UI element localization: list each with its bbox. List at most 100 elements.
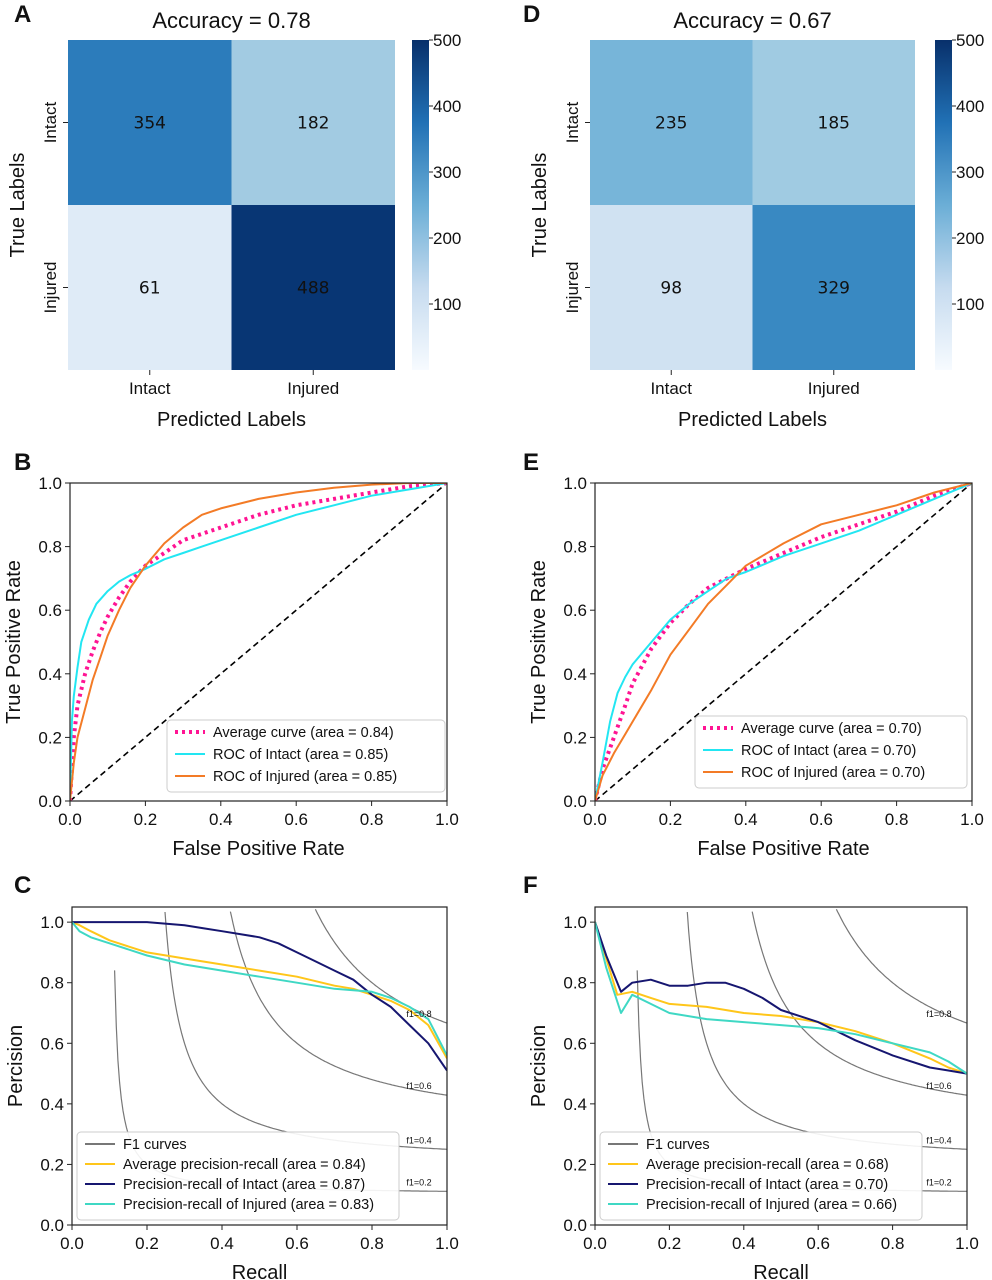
f1-curve (164, 911, 447, 1150)
x-tick-label: 1.0 (435, 1234, 459, 1253)
heatmap-cell (590, 205, 753, 370)
legend-entry: Average curve (area = 0.70) (741, 721, 922, 737)
legend: F1 curves Average precision-recall (area … (76, 1131, 400, 1221)
heatmap-cell (231, 40, 395, 205)
heatmap-cell (68, 205, 232, 370)
y-tick-label: 0.4 (40, 1095, 64, 1114)
line-chart-C: f1=0.2 f1=0.4 f1=0.6 f1=0.8 0.0 0.2 0.4 0.6 0.8 1… (5, 906, 459, 1280)
legend-entry: ROC of Intact (area = 0.85) (213, 747, 388, 763)
y-tick-label: 0.8 (563, 538, 587, 557)
x-axis-label: Recall (232, 1262, 288, 1280)
f1-curve (229, 911, 447, 1096)
panel-letter: C (14, 872, 31, 899)
series-line (595, 921, 967, 1075)
f1-label: f1=0.8 (406, 1009, 431, 1019)
x-tick-label: Injured (287, 379, 339, 398)
y-axis-label: True Positive Rate (3, 560, 25, 724)
legend-entry: Average precision-recall (area = 0.68) (646, 1157, 889, 1173)
plot-frame (594, 482, 973, 802)
legend-entry: Average curve (area = 0.84) (213, 725, 394, 741)
f1-label: f1=0.6 (406, 1081, 431, 1091)
panel-letter: B (14, 449, 31, 476)
f1-curve (835, 909, 967, 1024)
panel-letter: F (523, 872, 538, 899)
y-tick-label: 0.6 (563, 1034, 587, 1053)
panel-letter: D (523, 1, 540, 28)
y-axis-label: True Labels (7, 153, 29, 258)
colorbar-tick-label: 300 (433, 163, 461, 182)
y-tick-label: 0.6 (563, 601, 587, 620)
line-chart-E: 0.0 0.2 0.4 0.6 0.8 1.0 0.0 0.2 0.4 0.6 0.8 1.0 Fals… (528, 474, 984, 860)
x-tick-label: 0.2 (659, 810, 683, 829)
x-tick-label: 0.0 (60, 1234, 84, 1253)
x-tick-label: 0.8 (885, 810, 909, 829)
x-tick-label: 0.2 (658, 1234, 682, 1253)
x-axis-label: False Positive Rate (697, 838, 869, 860)
y-tick-label: 0.8 (563, 974, 587, 993)
chart-title: Accuracy = 0.78 (152, 8, 310, 33)
y-tick-label: 0.8 (38, 538, 62, 557)
plot-area (70, 483, 447, 801)
x-axis-label: Recall (753, 1262, 809, 1280)
legend-box (599, 1131, 923, 1221)
x-tick-label: 0.4 (210, 1234, 234, 1253)
series-line (595, 921, 967, 1075)
y-tick-label: 0.4 (563, 1095, 587, 1114)
cell-value: 329 (818, 279, 850, 299)
y-tick-label: 0.0 (38, 792, 62, 811)
f1-label: f1=0.2 (926, 1177, 951, 1187)
y-tick-label: 0.2 (563, 728, 587, 747)
y-tick-label: 0.8 (40, 974, 64, 993)
plot-frame (71, 906, 448, 1226)
x-tick-label: 0.0 (583, 1234, 607, 1253)
colorbar-tick-label: 100 (956, 295, 984, 314)
y-tick-label: 0.2 (563, 1155, 587, 1174)
x-tick-label: 0.6 (285, 1234, 309, 1253)
x-tick-label: 1.0 (960, 810, 984, 829)
x-axis-label: Predicted Labels (157, 409, 306, 431)
series-line (595, 483, 972, 801)
heatmap-A: 354 182 61 488 Accuracy = 0.78 Intact Injured I… (7, 8, 461, 431)
legend: F1 curves Average precision-recall (area … (599, 1131, 923, 1221)
chance-diagonal (595, 483, 972, 801)
legend: Average curve (area = 0.70) ROC of Intact… (694, 715, 968, 789)
x-tick-label: 0.8 (360, 1234, 384, 1253)
y-tick-label: Intact (563, 101, 582, 143)
panel-letter: A (14, 1, 31, 28)
cell-value: 488 (297, 279, 329, 299)
y-tick-label: 0.0 (563, 792, 587, 811)
x-tick-label: 0.2 (135, 1234, 159, 1253)
y-tick-label: 1.0 (40, 913, 64, 932)
y-tick-label: 0.2 (40, 1155, 64, 1174)
line-chart-B: 0.0 0.2 0.4 0.6 0.8 1.0 0.0 0.2 0.4 0.6 0.8 1.0 Fals… (3, 474, 459, 860)
cell-value: 61 (139, 279, 161, 299)
f1-curve (751, 911, 967, 1096)
legend-entry: Precision-recall of Intact (area = 0.70) (646, 1177, 888, 1193)
cell-value: 354 (134, 114, 166, 134)
x-axis-label: False Positive Rate (172, 838, 344, 860)
x-tick-label: 0.4 (734, 810, 758, 829)
colorbar (412, 40, 429, 370)
f1-curve (314, 909, 447, 1024)
colorbar-tick-label: 500 (433, 31, 461, 50)
panel-letter: E (523, 449, 539, 476)
cell-value: 182 (297, 114, 329, 134)
y-tick-label: 0.6 (40, 1034, 64, 1053)
x-tick-label: 1.0 (955, 1234, 979, 1253)
x-tick-label: 0.6 (284, 810, 308, 829)
y-axis-label: True Labels (529, 153, 551, 258)
x-tick-label: 0.8 (360, 810, 384, 829)
x-tick-label: 0.4 (732, 1234, 756, 1253)
f1-label: f1=0.8 (926, 1009, 951, 1019)
chart-title: Accuracy = 0.67 (673, 8, 831, 33)
colorbar-tick-label: 200 (433, 229, 461, 248)
heatmap-D: 235 185 98 329 Accuracy = 0.67 Intact Injured I… (529, 8, 984, 431)
f1-label: f1=0.4 (926, 1135, 951, 1145)
legend-entry: Precision-recall of Injured (area = 0.83… (123, 1197, 374, 1213)
y-tick-label: 0.6 (38, 601, 62, 620)
colorbar-tick-label: 100 (433, 295, 461, 314)
legend-entry: F1 curves (123, 1137, 187, 1153)
f1-label: f1=0.4 (406, 1135, 431, 1145)
plot-area (595, 483, 972, 801)
